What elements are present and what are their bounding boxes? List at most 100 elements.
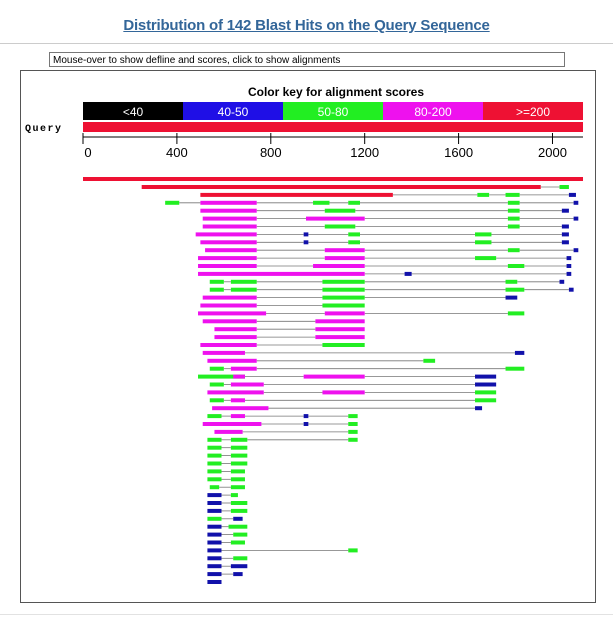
hit-segment[interactable] xyxy=(230,493,238,498)
hit-segment[interactable] xyxy=(348,200,360,205)
hit-segment[interactable] xyxy=(207,548,222,553)
hit-row[interactable] xyxy=(205,248,579,253)
hit-row[interactable] xyxy=(207,461,248,466)
hit-segment[interactable] xyxy=(303,240,309,245)
hit-segment[interactable] xyxy=(423,358,436,363)
hit-segment[interactable] xyxy=(475,374,497,379)
hit-segment[interactable] xyxy=(303,414,309,419)
hit-segment[interactable] xyxy=(315,335,365,340)
hit-segment[interactable] xyxy=(559,185,569,189)
hit-row[interactable] xyxy=(200,192,576,197)
hit-segment[interactable] xyxy=(505,287,525,292)
hit-segment[interactable] xyxy=(230,437,248,442)
hit-row[interactable] xyxy=(209,485,245,490)
hit-row[interactable] xyxy=(207,453,248,458)
hit-segment[interactable] xyxy=(313,264,365,268)
hit-segment[interactable] xyxy=(230,485,245,490)
hit-segment[interactable] xyxy=(573,248,579,253)
hit-segment[interactable] xyxy=(207,580,222,584)
hit-segment[interactable] xyxy=(348,437,358,442)
hit-segment[interactable] xyxy=(507,311,525,316)
hit-row[interactable] xyxy=(207,508,248,513)
hit-segment[interactable] xyxy=(477,192,490,197)
hit-segment[interactable] xyxy=(568,287,574,292)
hit-segment[interactable] xyxy=(561,208,569,213)
hit-segment[interactable] xyxy=(507,224,520,229)
hit-segment[interactable] xyxy=(505,295,518,300)
hit-segment[interactable] xyxy=(348,414,358,419)
hit-segment[interactable] xyxy=(559,279,565,284)
hit-segment[interactable] xyxy=(348,429,358,434)
hit-row[interactable] xyxy=(207,540,245,545)
hit-segment[interactable] xyxy=(303,374,365,379)
hit-segment[interactable] xyxy=(475,398,497,403)
hit-segment[interactable] xyxy=(212,406,269,411)
hit-segment[interactable] xyxy=(230,501,248,505)
hit-segment[interactable] xyxy=(214,429,243,434)
hit-row[interactable] xyxy=(207,532,248,537)
hit-segment[interactable] xyxy=(207,564,222,569)
hit-segment[interactable] xyxy=(209,382,224,387)
hit-row[interactable] xyxy=(207,516,243,521)
hit-segment[interactable] xyxy=(507,216,520,221)
hit-segment[interactable] xyxy=(202,295,257,300)
hit-row[interactable] xyxy=(165,200,579,205)
hit-segment[interactable] xyxy=(230,540,245,545)
hit-segment[interactable] xyxy=(230,414,245,419)
hit-segment[interactable] xyxy=(207,445,222,450)
hit-row[interactable] xyxy=(214,335,365,340)
hit-segment[interactable] xyxy=(230,477,245,482)
hit-row[interactable] xyxy=(200,240,569,245)
hit-segment[interactable] xyxy=(209,366,224,371)
hit-segment[interactable] xyxy=(202,319,257,324)
hit-row[interactable] xyxy=(207,548,358,553)
hit-row[interactable] xyxy=(202,350,525,355)
hit-segment[interactable] xyxy=(303,422,309,426)
hit-segment[interactable] xyxy=(207,532,222,537)
hit-row[interactable] xyxy=(202,422,358,426)
hit-segment[interactable] xyxy=(324,208,356,213)
hit-segment[interactable] xyxy=(207,540,222,545)
hit-segment[interactable] xyxy=(233,516,243,521)
hit-row[interactable] xyxy=(198,311,525,316)
hit-segment[interactable] xyxy=(233,556,248,561)
hit-row[interactable] xyxy=(195,232,569,237)
hit-segment[interactable] xyxy=(324,311,365,316)
hit-row[interactable] xyxy=(141,185,569,189)
hit-segment[interactable] xyxy=(566,271,572,276)
hit-segment[interactable] xyxy=(207,461,222,466)
hit-segment[interactable] xyxy=(322,287,365,292)
hit-row[interactable] xyxy=(207,477,245,482)
hit-segment[interactable] xyxy=(233,532,248,537)
hit-segment[interactable] xyxy=(230,287,257,292)
hit-segment[interactable] xyxy=(568,192,576,197)
hit-segment[interactable] xyxy=(230,279,257,284)
hit-row[interactable] xyxy=(209,287,574,292)
hit-segment[interactable] xyxy=(207,358,257,363)
hit-segment[interactable] xyxy=(348,232,360,237)
hit-segment[interactable] xyxy=(207,390,264,395)
hit-segment[interactable] xyxy=(322,390,365,395)
hit-row[interactable] xyxy=(200,208,569,213)
hit-segment[interactable] xyxy=(514,350,525,355)
hit-segment[interactable] xyxy=(322,295,365,300)
hit-segment[interactable] xyxy=(202,216,257,221)
hit-segment[interactable] xyxy=(315,319,365,324)
hit-row[interactable] xyxy=(209,398,497,403)
hit-row[interactable] xyxy=(200,343,365,347)
hit-segment[interactable] xyxy=(230,453,248,458)
hit-segment[interactable] xyxy=(561,240,569,245)
hit-segment[interactable] xyxy=(207,493,222,498)
hit-row[interactable] xyxy=(198,374,497,379)
hit-segment[interactable] xyxy=(561,232,569,237)
hit-segment[interactable] xyxy=(230,366,257,371)
hit-segment[interactable] xyxy=(141,185,541,189)
hit-segment[interactable] xyxy=(207,508,222,513)
hit-row[interactable] xyxy=(202,319,365,324)
hit-segment[interactable] xyxy=(348,548,358,553)
hit-segment[interactable] xyxy=(207,572,222,577)
hit-row[interactable] xyxy=(202,216,579,221)
hit-segment[interactable] xyxy=(198,374,245,379)
hit-segment[interactable] xyxy=(202,422,262,426)
hit-segment[interactable] xyxy=(303,232,309,237)
